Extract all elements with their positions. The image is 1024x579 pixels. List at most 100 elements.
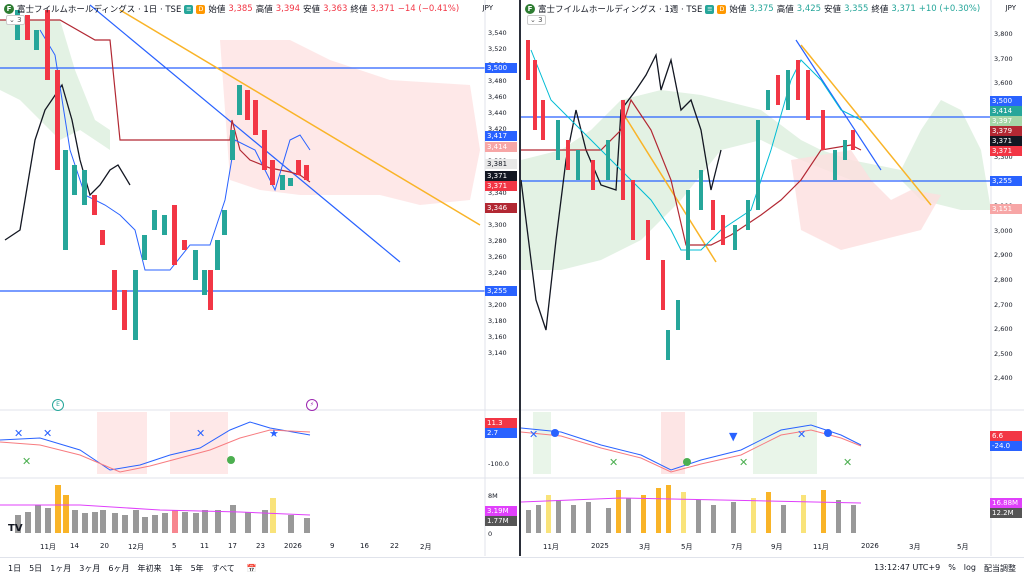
y-tick: 3,520 xyxy=(488,45,507,53)
market-status-icon[interactable]: ≡ xyxy=(184,4,194,14)
time-tick: 12月 xyxy=(128,543,144,551)
chart-canvas-weekly[interactable]: ✕ ✕ ▼ ✕ ✕ ✕ xyxy=(521,0,1024,556)
y-tick-w: 3,700 xyxy=(994,54,1013,63)
pane-divider[interactable] xyxy=(519,0,521,556)
y-tick: 3,200 xyxy=(488,301,507,309)
range-button[interactable]: 5日 xyxy=(29,564,43,573)
trendline-orange xyxy=(119,9,481,226)
time-tick: 16 xyxy=(360,542,369,550)
weekly-candles xyxy=(526,40,855,360)
highlight-zone-w1 xyxy=(533,412,551,474)
chart-legend-weekly: F 富士フイルムホールディングス · 1週 · TSE ≡ D 始値 3,375 … xyxy=(525,3,980,15)
change-value-w: +10 (+0.30%) xyxy=(918,4,981,14)
y-tick-w: 3,300 xyxy=(994,153,1013,161)
indicator-collapse-button[interactable]: ⌄ 3 xyxy=(6,15,25,25)
time-tick: 17 xyxy=(228,542,237,550)
price-label: 3,371 xyxy=(485,171,517,181)
percent-toggle[interactable]: % xyxy=(948,563,956,572)
osc-label: 2.7 xyxy=(485,428,517,438)
time-tick: 2026 xyxy=(284,542,302,550)
highlight-zone-w2 xyxy=(661,412,685,474)
time-tick-w: 11月 xyxy=(813,543,829,551)
open-label: 始値 xyxy=(208,5,226,15)
time-tick: 5 xyxy=(172,542,177,550)
price-label-w: 3,500 xyxy=(990,96,1022,106)
indicator-count: 3 xyxy=(17,16,22,24)
price-label: 3,500 xyxy=(485,63,517,73)
range-button[interactable]: 6ヶ月 xyxy=(108,564,130,573)
osc-label: 11.3 xyxy=(485,418,517,428)
osc-star: ★ xyxy=(269,427,279,440)
vol-tick-top: 8M xyxy=(488,492,498,500)
y-tick: 3,260 xyxy=(488,253,507,261)
osc-blue xyxy=(0,421,311,471)
indicator-collapse-button-w[interactable]: ⌄ 3 xyxy=(527,15,546,25)
y-tick-w: 2,900 xyxy=(994,251,1013,260)
delay-badge-icon-w[interactable]: D xyxy=(717,4,727,14)
osc-cross-1: ✕ xyxy=(14,427,23,440)
range-button[interactable]: すべて xyxy=(211,564,235,573)
range-button[interactable]: 1日 xyxy=(8,564,22,573)
news-icon[interactable]: ⚡ xyxy=(306,399,318,411)
y-tick: 3,440 xyxy=(488,109,507,117)
currency-label-w[interactable]: JPY xyxy=(1005,4,1016,12)
date-range-icon[interactable]: 📅 xyxy=(246,564,257,573)
log-toggle[interactable]: log xyxy=(963,563,976,572)
y-tick-w: 3,000 xyxy=(994,226,1013,235)
range-button[interactable]: 年初来 xyxy=(137,564,162,573)
osc-cross-4: ✕ xyxy=(22,455,31,468)
high-label-w: 高値 xyxy=(776,5,794,15)
vol-label: 3.19M xyxy=(485,506,517,516)
y-tick: 3,300 xyxy=(488,221,507,229)
price-label-w: 3,414 xyxy=(990,106,1022,116)
osc-cross-w5: ✕ xyxy=(843,456,852,469)
range-button[interactable]: 5年 xyxy=(190,564,204,573)
symbol-title-w[interactable]: 富士フイルムホールディングス · 1週 · TSE xyxy=(538,5,703,15)
y-tick: 3,480 xyxy=(488,77,507,85)
time-tick: 2月 xyxy=(420,543,432,551)
y-tick-w: 3,600 xyxy=(994,79,1013,88)
open-label-w: 始値 xyxy=(729,5,747,15)
symbol-title[interactable]: 富士フイルムホールディングス · 1日 · TSE xyxy=(17,5,182,15)
highlight-zone-w3 xyxy=(753,412,817,474)
clock-label[interactable]: 13:12:47 UTC+9 xyxy=(874,563,941,572)
time-tick-w: 3月 xyxy=(909,543,921,551)
price-label-w: 3,371 xyxy=(990,136,1022,146)
low-value: 3,363 xyxy=(323,4,348,14)
time-tick-w: 2026 xyxy=(861,542,879,550)
currency-label[interactable]: JPY xyxy=(482,4,493,12)
symbol-logo-icon-w: F xyxy=(525,4,535,14)
base-line xyxy=(0,19,311,183)
price-label: 3,381 xyxy=(485,159,517,169)
lagging-span xyxy=(4,83,131,241)
osc-red-w xyxy=(521,429,862,473)
range-button[interactable]: 3ヶ月 xyxy=(79,564,101,573)
tradingview-logo[interactable]: TV xyxy=(8,523,23,534)
earnings-icon[interactable]: E xyxy=(52,399,64,411)
osc-dot xyxy=(227,456,235,464)
chart-pane-weekly[interactable]: ✕ ✕ ▼ ✕ ✕ ✕ F 富士フイルムホールディングス · 1週 · TSE xyxy=(521,0,1024,556)
trendline-orange-w xyxy=(800,44,932,206)
chart-canvas-daily[interactable]: ✕ ✕ ✕ ✕ ★ xyxy=(0,0,519,556)
delay-badge-icon[interactable]: D xyxy=(196,4,206,14)
chart-pane-daily[interactable]: ✕ ✕ ✕ ✕ ★ F 富士フイルムホールディングス · 1日 · TS xyxy=(0,0,519,556)
range-button[interactable]: 1年 xyxy=(169,564,183,573)
time-tick-w: 7月 xyxy=(731,543,743,551)
open-value: 3,385 xyxy=(228,4,253,14)
market-status-icon-w[interactable]: ≡ xyxy=(705,4,715,14)
vol-tick-zero: 0 xyxy=(488,530,493,538)
dividend-adjust-toggle[interactable]: 配当調整 xyxy=(984,564,1016,573)
low-label: 安値 xyxy=(303,5,321,15)
time-tick-w: 5月 xyxy=(681,543,693,551)
y-tick-w: 2,700 xyxy=(994,300,1013,309)
osc-dot-w1 xyxy=(551,429,559,437)
y-tick-w: 2,500 xyxy=(994,349,1013,358)
range-button[interactable]: 1ヶ月 xyxy=(50,564,72,573)
y-tick: 3,240 xyxy=(488,269,507,277)
vol-label-w: 12.2M xyxy=(990,508,1022,518)
time-tick: 20 xyxy=(100,542,109,550)
time-tick-w: 5月 xyxy=(957,543,969,551)
y-tick-w: 2,400 xyxy=(994,374,1013,383)
osc-cross-w1: ✕ xyxy=(529,428,538,441)
high-label: 高値 xyxy=(255,5,273,15)
